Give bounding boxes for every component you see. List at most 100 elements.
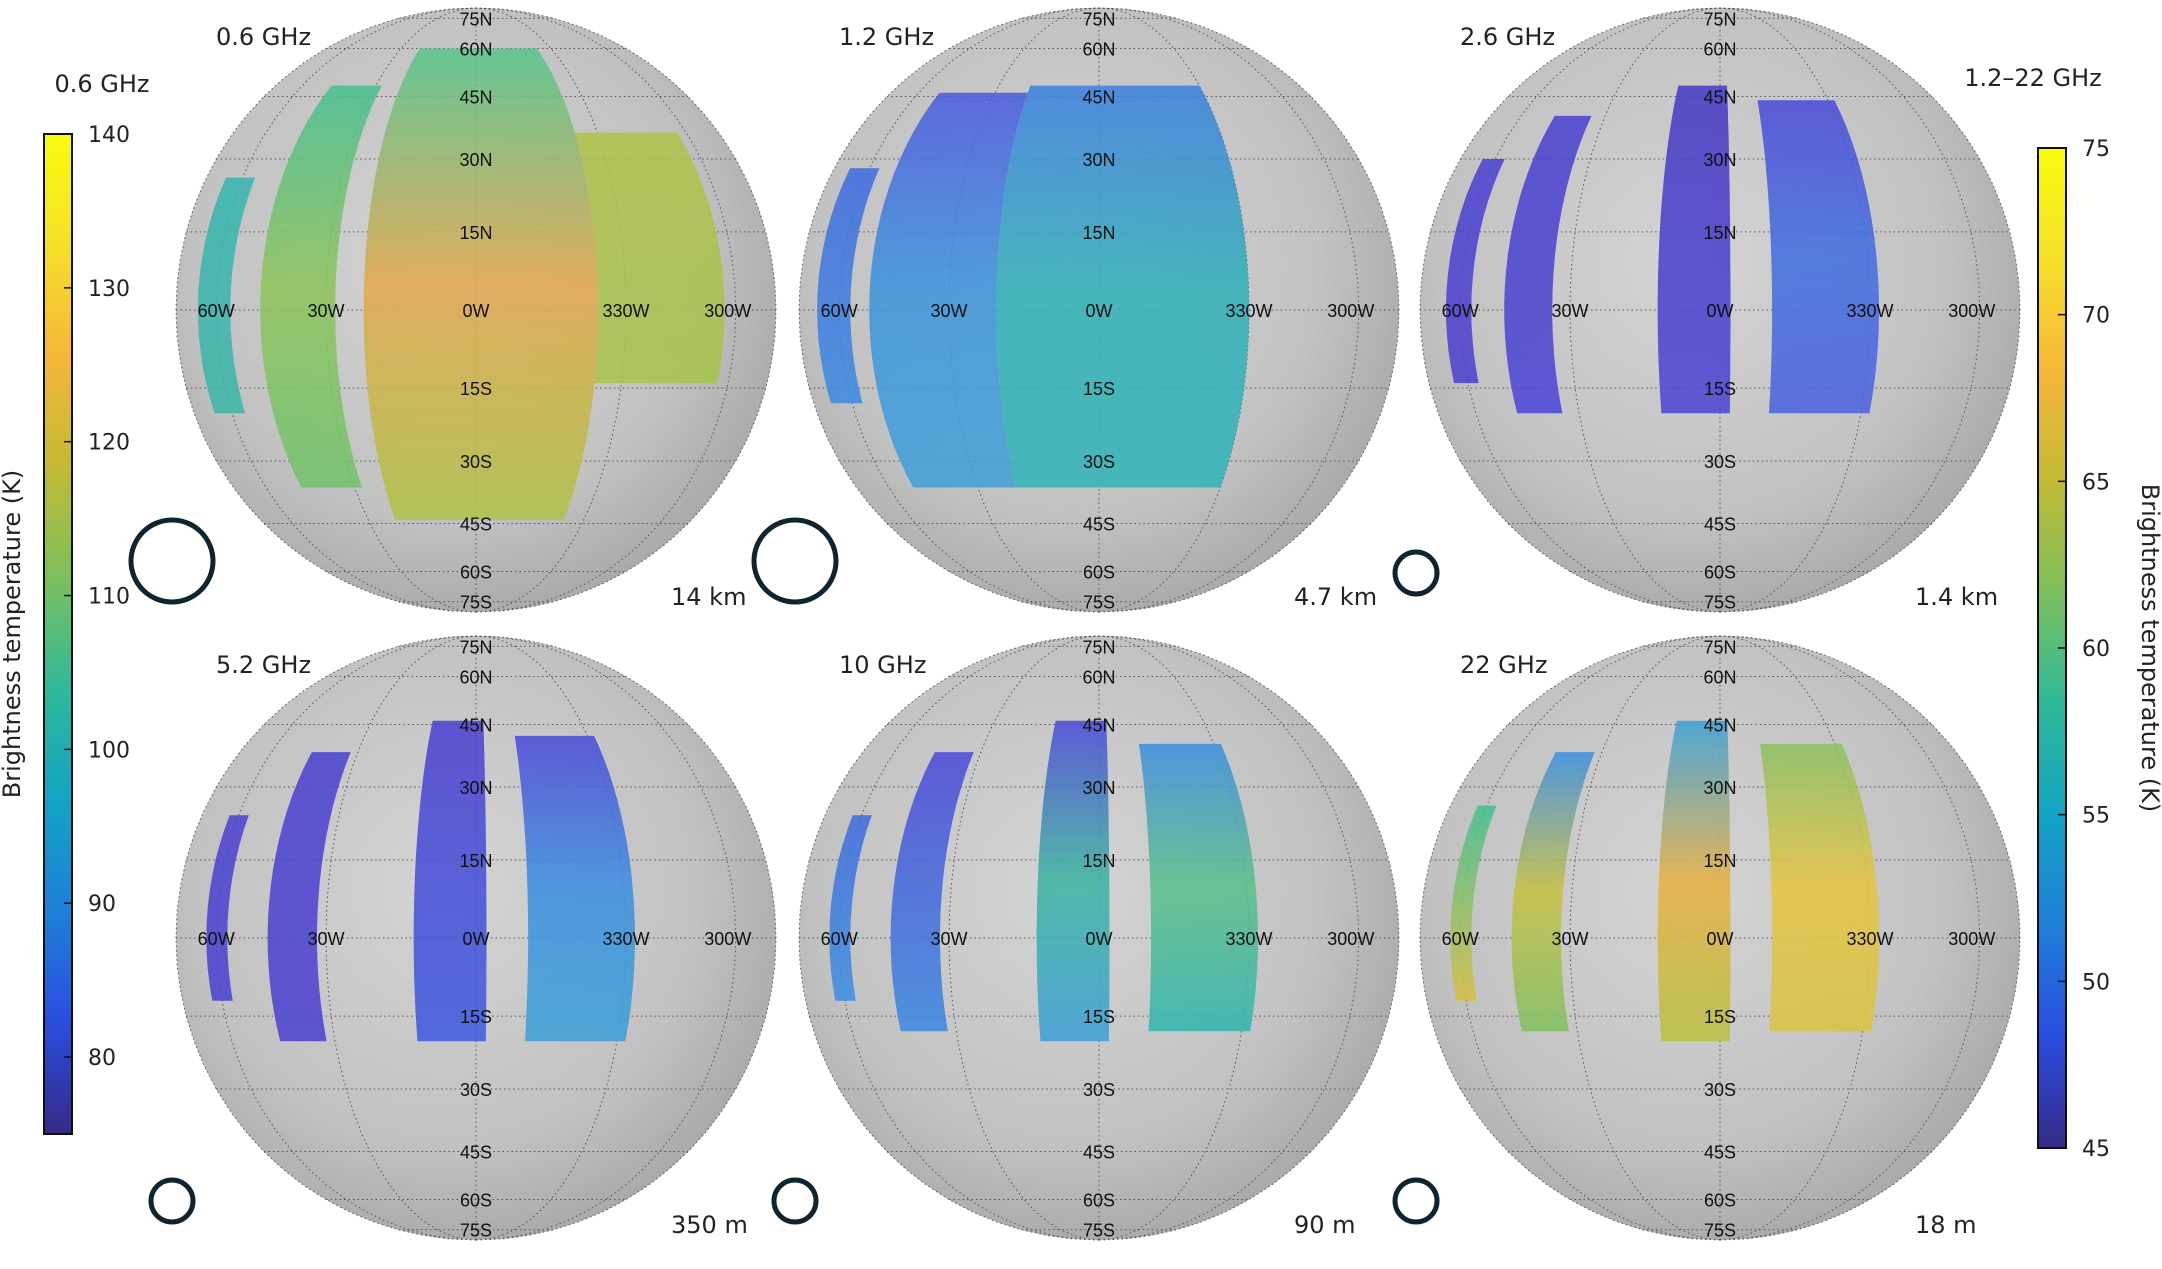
longitude-label: 60W — [821, 929, 858, 949]
brightness-temperature-patch — [260, 85, 382, 488]
resolution-label: 1.4 km — [1915, 583, 1998, 611]
latitude-label: 30S — [1083, 452, 1115, 472]
latitude-label: 60N — [1082, 667, 1115, 687]
latitude-label: 75S — [1704, 593, 1736, 613]
longitude-label: 30W — [930, 929, 967, 949]
latitude-label: 30S — [1704, 1080, 1736, 1100]
latitude-label: 45N — [1703, 715, 1736, 735]
latitude-label: 15N — [459, 223, 492, 243]
latitude-label: 60N — [1703, 667, 1736, 687]
beam-size-circle — [751, 517, 839, 605]
colorbar-tick-label: 140 — [88, 123, 130, 148]
longitude-gridline — [1719, 635, 1981, 1241]
brightness-temperature-patch — [1759, 743, 1879, 1032]
latitude-label: 60S — [460, 1191, 492, 1211]
map-panel: 75N 60N 45N 30N 15N 0W 15S 30S 45S 60S 75S 60W 30W 33… — [1392, 7, 2021, 613]
latitude-label: 0W — [1086, 929, 1113, 949]
latitude-label: 75N — [459, 637, 492, 657]
brightness-temperature-patch — [1138, 743, 1258, 1032]
latitude-label: 15S — [460, 379, 492, 399]
resolution-label: 18 m — [1915, 1211, 1977, 1239]
latitude-label: 15S — [1083, 1007, 1115, 1027]
latitude-label: 60S — [460, 563, 492, 583]
longitude-label: 330W — [602, 301, 649, 321]
longitude-label: 330W — [1846, 301, 1893, 321]
latitude-label: 30N — [459, 778, 492, 798]
latitude-label: 60S — [1704, 1191, 1736, 1211]
map-panel: 75N 60N 45N 30N 15N 0W 15S 30S 45S 60S 75S 60W 30W 33… — [128, 7, 777, 613]
resolution-label: 350 m — [671, 1211, 748, 1239]
longitude-label: 330W — [1225, 929, 1272, 949]
colorbar-tick-label: 50 — [2082, 970, 2110, 995]
latitude-label: 15S — [1083, 379, 1115, 399]
latitude-label: 15S — [1704, 379, 1736, 399]
longitude-label: 330W — [1846, 929, 1893, 949]
colorbar-left-label: Brightness temperature (K) — [0, 470, 26, 798]
longitude-gridline — [1719, 7, 1981, 613]
latitude-label: 60N — [1082, 39, 1115, 59]
longitude-gridline — [948, 635, 1100, 1241]
longitude-gridline — [175, 7, 477, 613]
longitude-gridline — [798, 635, 1100, 1241]
brightness-temperature-patch — [1450, 805, 1497, 1001]
map-panel: 75N 60N 45N 30N 15N 0W 15S 30S 45S 60S 75S 60W 30W 33… — [148, 635, 777, 1241]
longitude-gridline — [1569, 635, 1721, 1241]
brightness-temperature-patch — [1657, 85, 1731, 414]
frequency-label: 22 GHz — [1460, 651, 1547, 679]
latitude-label: 30S — [1083, 1080, 1115, 1100]
brightness-temperature-patch — [1446, 159, 1505, 384]
colorbar-tick-label: 90 — [88, 892, 116, 917]
frequency-label: 5.2 GHz — [216, 651, 311, 679]
latitude-label: 0W — [1086, 301, 1113, 321]
longitude-label: 30W — [307, 301, 344, 321]
longitude-gridline — [798, 7, 1100, 613]
latitude-label: 15S — [460, 1007, 492, 1027]
brightness-temperature-patch — [1757, 100, 1879, 414]
latitude-label: 30N — [459, 150, 492, 170]
brightness-temperature-patch — [1657, 720, 1731, 1042]
latitude-label: 0W — [1707, 301, 1734, 321]
latitude-label: 45S — [460, 1143, 492, 1163]
latitude-label: 15N — [1703, 851, 1736, 871]
longitude-gridline — [1719, 7, 2021, 613]
longitude-label: 60W — [821, 301, 858, 321]
latitude-label: 0W — [463, 929, 490, 949]
latitude-label: 15N — [1082, 851, 1115, 871]
latitude-label: 60S — [1083, 563, 1115, 583]
colorbar-tick-label: 80 — [88, 1046, 116, 1071]
colorbar-tick-label: 120 — [88, 431, 130, 456]
latitude-label: 60N — [459, 667, 492, 687]
latitude-label: 45N — [1082, 87, 1115, 107]
frequency-label: 10 GHz — [839, 651, 926, 679]
colorbar-tick-label: 100 — [88, 738, 130, 763]
latitude-label: 60S — [1704, 563, 1736, 583]
longitude-label: 300W — [1327, 929, 1374, 949]
longitude-label: 60W — [198, 929, 235, 949]
latitude-label: 15N — [1082, 223, 1115, 243]
latitude-label: 45S — [1704, 1143, 1736, 1163]
longitude-gridline — [475, 635, 777, 1241]
colorbar-left: 0.6 GHz 80 90 100 110 120 130 140 Brightness t… — [0, 70, 150, 1135]
frequency-label: 1.2 GHz — [839, 23, 934, 51]
map-panel: 75N 60N 45N 30N 15N 0W 15S 30S 45S 60S 75S 60W 30W 33… — [1392, 635, 2021, 1241]
longitude-gridline — [1569, 7, 1721, 613]
colorbar-tick-label: 110 — [88, 585, 130, 610]
brightness-temperature-patch — [1511, 752, 1595, 1032]
frequency-label: 0.6 GHz — [216, 23, 311, 51]
latitude-label: 15N — [459, 851, 492, 871]
latitude-label: 75S — [1083, 1221, 1115, 1241]
latitude-label: 45S — [1704, 515, 1736, 535]
colorbar-right-title: 1.2–22 GHz — [1964, 64, 2102, 92]
latitude-label: 30S — [460, 1080, 492, 1100]
longitude-gridline — [475, 7, 737, 613]
colorbar-right-label: Brightness temperature (K) — [2136, 484, 2162, 812]
latitude-label: 15N — [1703, 223, 1736, 243]
latitude-label: 75N — [1703, 9, 1736, 29]
beam-size-circle — [1392, 549, 1440, 597]
map-panel: 75N 60N 45N 30N 15N 0W 15S 30S 45S 60S 75S 60W 30W 33… — [751, 7, 1400, 613]
latitude-label: 75N — [1703, 637, 1736, 657]
colorbar-tick-label: 70 — [2082, 304, 2110, 329]
frequency-label: 2.6 GHz — [1460, 23, 1555, 51]
brightness-temperature-patch — [267, 752, 351, 1042]
longitude-gridline — [175, 635, 477, 1241]
